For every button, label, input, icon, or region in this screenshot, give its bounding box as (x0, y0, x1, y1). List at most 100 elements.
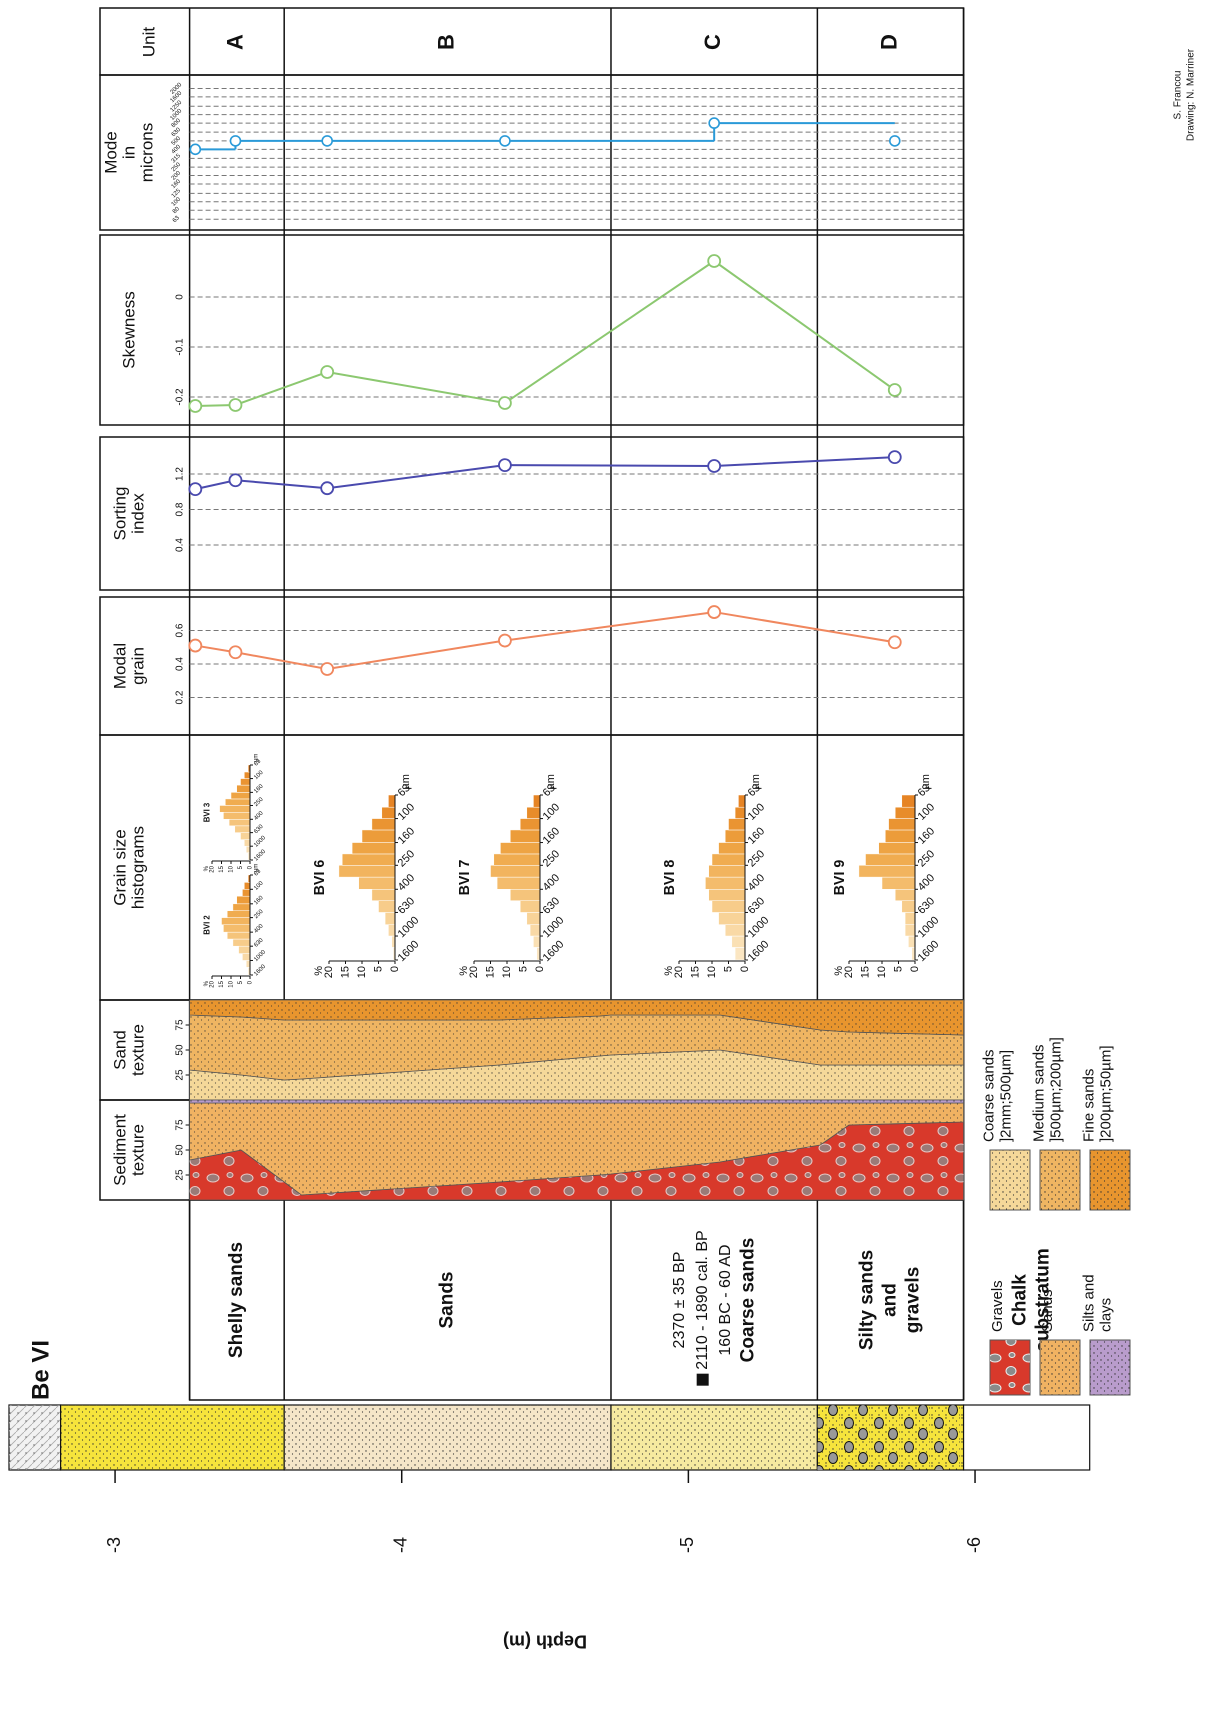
lithology-label: 2110 - 1890 cal. BP (694, 1230, 711, 1369)
lithology-label: substratum (1032, 1248, 1053, 1351)
lithology-label: Shelly sands (226, 1242, 247, 1358)
histogram-tick-label: 0 (389, 966, 401, 972)
histogram-bin-label: 630 (541, 895, 562, 916)
histogram-tick-label: 5 (517, 966, 529, 972)
histogram-bar (338, 865, 396, 878)
histogram-bin-label: 63 (253, 868, 262, 877)
y-tick-label: 0.2 (175, 690, 186, 704)
histogram-name: BVI 6 (312, 860, 328, 896)
legend-swatch-pattern (990, 1340, 1030, 1395)
panel-title: Mode (101, 131, 120, 174)
histogram-tick-label: 20 (210, 980, 216, 987)
histogram-bar (242, 953, 251, 961)
histogram-bar (490, 865, 541, 878)
y-tick-label: 250 (171, 161, 183, 173)
unit-label: B (433, 34, 458, 50)
histogram-tick-label: 15 (859, 966, 871, 978)
y-tick-label: 0 (175, 294, 186, 300)
lithology-label: and (879, 1283, 900, 1317)
unit-header: Unit (139, 27, 158, 58)
histogram-bin-label: 250 (396, 848, 417, 869)
date-symbol (696, 1373, 709, 1386)
frame (99, 74, 965, 231)
histogram-bar (244, 771, 251, 779)
histogram-tick-label: 0 (534, 966, 546, 972)
histogram-bar (371, 818, 396, 831)
data-point (189, 143, 202, 156)
legend-label: Silts and (1080, 1274, 1097, 1332)
histogram-name: BVI 2 (202, 915, 211, 935)
panel-title: grain (128, 647, 147, 685)
histogram-bar (519, 900, 541, 913)
column-pattern (817, 1405, 964, 1470)
histogram-unit: µm (920, 774, 932, 790)
texture-pattern (189, 1100, 964, 1103)
data-line (195, 611, 895, 671)
frame (188, 1199, 965, 1401)
histogram-bin-label: 400 (746, 872, 767, 893)
histogram-tick-label: 10 (706, 966, 718, 978)
histogram-bar (738, 794, 746, 808)
histogram-tick-label: 20 (843, 966, 855, 978)
x-axis-label: Depth (m) (503, 1631, 587, 1651)
legend-label: Sands (1039, 1289, 1056, 1332)
texture-pattern (189, 1122, 964, 1200)
histogram-bar (894, 889, 916, 901)
histogram-bin-label: 400 (396, 872, 417, 893)
panel-title: Modal (110, 643, 129, 689)
histogram-tick-label: 0 (909, 966, 921, 972)
histogram-tick-label: 10 (229, 865, 235, 872)
panel-title: Skewness (119, 291, 138, 368)
histogram-unit: µm (750, 774, 762, 790)
histogram-bar (245, 960, 251, 968)
histogram-bin-label: 1600 (916, 938, 942, 964)
histogram-tick-label: 10 (229, 980, 235, 987)
histogram-bin-label: 250 (916, 848, 937, 869)
chart-title: Be VI (27, 1340, 54, 1400)
histogram-bin-label: 400 (541, 872, 562, 893)
histogram-bin-label: 630 (253, 823, 265, 835)
histogram-bar (226, 910, 251, 918)
histogram-bar (221, 917, 251, 926)
y-tick-label: 75 (175, 1119, 186, 1131)
credit: S. Francou (1173, 71, 1184, 120)
column-layer (962, 1404, 1091, 1471)
y-tick-label: 630 (171, 126, 183, 138)
histogram-bar (238, 945, 251, 954)
histogram-unit: µm (400, 774, 412, 790)
x-tick-label: -6 (964, 1537, 984, 1553)
y-tick-label: -0.2 (175, 388, 186, 406)
histogram-bar (341, 853, 396, 866)
panel-title: microns (137, 123, 156, 183)
histogram-bar (236, 895, 251, 905)
histogram-bin-label: 160 (541, 825, 562, 846)
histogram-bar (904, 912, 916, 925)
panel-title: texture (128, 1024, 147, 1076)
histogram-bin-label: 100 (541, 801, 562, 822)
histogram-bar (226, 931, 251, 940)
data-point (320, 365, 335, 379)
histogram-bar (242, 889, 251, 897)
data-point (498, 633, 512, 648)
histogram-bin-label: 100 (746, 801, 767, 822)
histogram-bin-label: 250 (746, 848, 767, 869)
legend-swatch-pattern (1040, 1340, 1080, 1395)
histogram-bin-label: 100 (253, 880, 265, 892)
histogram-tick-label: 15 (689, 966, 701, 978)
histogram-bar (519, 818, 541, 831)
panel-title: texture (128, 1124, 147, 1176)
legend-label: ]2mm;500µm] (997, 1050, 1014, 1142)
y-tick-label: 0.8 (175, 502, 186, 516)
column-pattern (60, 1405, 285, 1470)
histogram-tick-label: 20 (323, 966, 335, 978)
histogram-bin-label: 1000 (253, 949, 267, 963)
histogram-bin-label: 160 (253, 895, 265, 907)
data-point (498, 396, 512, 410)
y-tick-label: 75 (175, 1019, 186, 1031)
histogram-bar (705, 876, 746, 890)
histogram-bin-label: 1000 (541, 914, 567, 940)
texture-pattern (189, 1050, 964, 1100)
histogram-bar (724, 829, 746, 843)
histogram-bin-label: 1000 (253, 835, 267, 849)
histogram-bar (731, 935, 746, 948)
